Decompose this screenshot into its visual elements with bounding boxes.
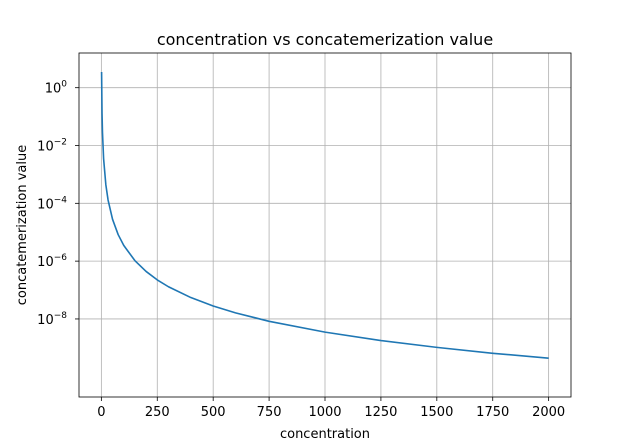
x-tick-label: 250 — [145, 405, 170, 420]
x-tick-label: 1750 — [476, 405, 509, 420]
y-tick-exponent: −8 — [54, 311, 68, 321]
series-line — [100, 71, 549, 359]
y-tick-label: 10−4 — [37, 195, 67, 212]
x-tick-label: 2000 — [532, 405, 565, 420]
grid — [79, 53, 571, 397]
y-tick-base: 10 — [37, 140, 54, 155]
y-tick-label: 10−8 — [37, 311, 67, 328]
y-tick-exponent: 0 — [61, 80, 67, 90]
x-tick-label: 500 — [201, 405, 226, 420]
x-tick-label: 1000 — [308, 405, 341, 420]
x-axis: 0 250 500 750 1000 1250 1500 1750 2000 — [97, 397, 565, 420]
y-tick-base: 10 — [37, 197, 54, 212]
y-tick-exponent: −2 — [54, 138, 67, 148]
y-tick-label: 10−6 — [37, 253, 67, 270]
y-tick-base: 10 — [45, 82, 62, 97]
x-tick-label: 0 — [97, 405, 105, 420]
x-axis-label: concentration — [280, 427, 370, 442]
chart-title: concentration vs concatemerization value — [157, 30, 493, 49]
y-axis-label: concatemerization value — [15, 145, 30, 306]
x-tick-label: 1250 — [364, 405, 397, 420]
y-tick-exponent: −6 — [54, 253, 68, 263]
x-tick-label: 1500 — [420, 405, 453, 420]
y-tick-label: 10−2 — [37, 138, 67, 155]
y-tick-exponent: −4 — [54, 195, 68, 205]
y-tick-base: 10 — [37, 313, 54, 328]
series-layer — [100, 71, 549, 359]
y-tick-label: 100 — [45, 80, 68, 97]
x-tick-label: 750 — [257, 405, 282, 420]
y-tick-base: 10 — [37, 255, 54, 270]
